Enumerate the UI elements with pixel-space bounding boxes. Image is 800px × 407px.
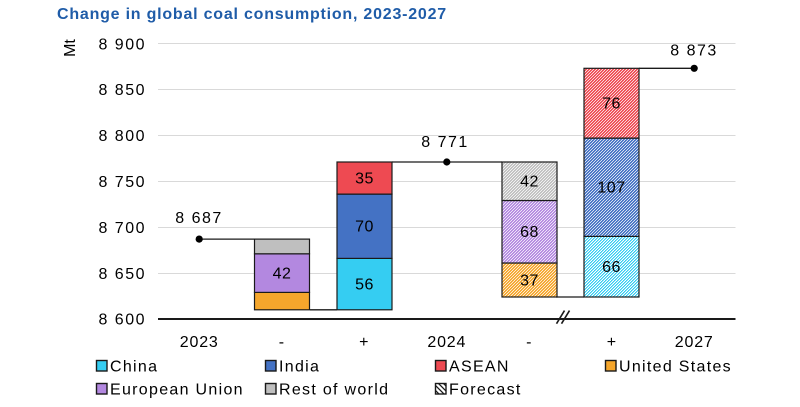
svg-text:107: 107 <box>597 180 625 197</box>
svg-text:8 650: 8 650 <box>98 266 146 283</box>
svg-text:Forecast: Forecast <box>449 382 522 399</box>
svg-text:56: 56 <box>355 276 374 293</box>
svg-text:Mt: Mt <box>62 39 79 57</box>
svg-text:China: China <box>110 359 158 376</box>
svg-text:-: - <box>526 334 532 351</box>
svg-text:-: - <box>279 334 285 351</box>
svg-text:+: + <box>359 334 369 351</box>
svg-text:Rest of world: Rest of world <box>279 382 389 399</box>
svg-text:Change in global coal consumpt: Change in global coal consumption, 2023-… <box>57 6 447 23</box>
svg-text:2023: 2023 <box>180 334 219 351</box>
svg-text:2024: 2024 <box>427 334 466 351</box>
svg-text:2027: 2027 <box>675 334 714 351</box>
svg-text:42: 42 <box>520 174 539 191</box>
svg-text:8 750: 8 750 <box>98 174 146 191</box>
svg-text:8 771: 8 771 <box>421 134 469 151</box>
svg-text:37: 37 <box>520 272 539 289</box>
svg-text:European Union: European Union <box>110 382 244 399</box>
svg-text:8 800: 8 800 <box>98 128 146 145</box>
svg-text:8 700: 8 700 <box>98 220 146 237</box>
svg-text:ASEAN: ASEAN <box>449 359 510 376</box>
svg-text:66: 66 <box>602 259 621 276</box>
svg-text:70: 70 <box>355 219 374 236</box>
svg-text:United States: United States <box>619 359 732 376</box>
svg-text:68: 68 <box>520 224 539 241</box>
svg-text:42: 42 <box>273 265 292 282</box>
svg-text:8 850: 8 850 <box>98 82 146 99</box>
svg-text:8 687: 8 687 <box>175 210 223 227</box>
svg-text:8 900: 8 900 <box>98 36 146 53</box>
svg-text:8 873: 8 873 <box>670 43 718 60</box>
svg-text:8 600: 8 600 <box>98 312 146 329</box>
svg-text:India: India <box>279 359 320 376</box>
svg-text:+: + <box>607 334 617 351</box>
svg-text:76: 76 <box>602 96 621 113</box>
svg-text:35: 35 <box>355 170 374 187</box>
